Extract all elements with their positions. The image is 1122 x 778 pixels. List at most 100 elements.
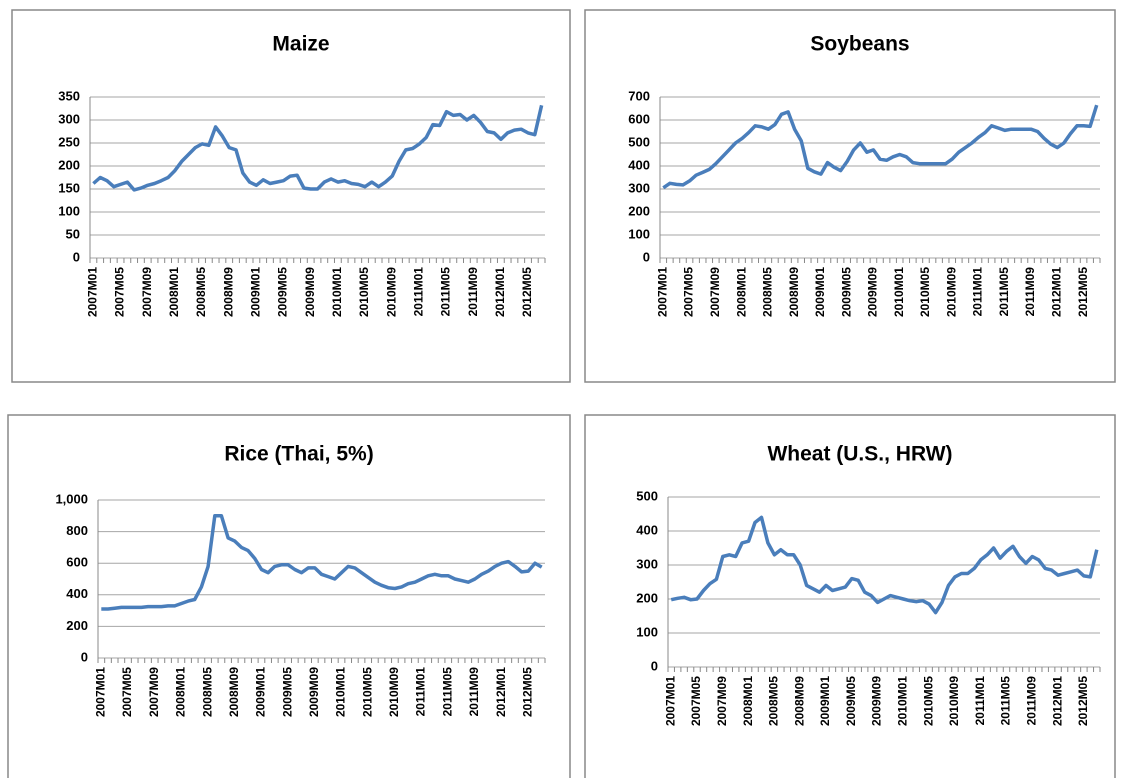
x-tick-label: 2012M01 (1049, 267, 1063, 317)
x-tick-label: 2008M01 (741, 676, 755, 726)
x-tick-label: 2008M05 (761, 267, 775, 317)
y-tick-label: 600 (628, 111, 650, 126)
x-tick-label: 2010M01 (896, 676, 910, 726)
panel-border (584, 414, 1116, 778)
y-tick-label: 100 (628, 226, 650, 241)
data-line (101, 514, 543, 611)
y-tick-label: 200 (66, 618, 88, 633)
x-tick-label: 2009M01 (254, 667, 268, 717)
x-tick-label: 2008M05 (194, 267, 208, 317)
x-tick-label: 2012M01 (494, 667, 508, 717)
y-tick-label: 0 (651, 658, 658, 673)
x-tick-label: 2012M05 (1076, 676, 1090, 726)
x-tick-label: 2008M01 (167, 267, 181, 317)
x-tick-label: 2011M09 (466, 267, 480, 317)
y-tick-label: 150 (58, 180, 80, 195)
y-tick-label: 0 (81, 649, 88, 664)
y-tick-label: 600 (66, 555, 88, 570)
x-tick-label: 2007M05 (113, 267, 127, 317)
x-tick-label: 2008M01 (174, 667, 188, 717)
x-tick-label: 2007M05 (120, 667, 134, 717)
x-tick-label: 2008M05 (767, 676, 781, 726)
x-tick-label: 2011M01 (412, 267, 426, 317)
y-tick-label: 400 (636, 522, 658, 537)
x-tick-label: 2009M01 (249, 267, 263, 317)
x-tick-label: 2008M09 (221, 267, 235, 317)
x-tick-label: 2007M09 (715, 676, 729, 726)
x-tick-label: 2012M01 (493, 267, 507, 317)
x-tick-label: 2011M05 (997, 267, 1011, 317)
x-tick-label: 2010M05 (360, 667, 374, 717)
chart-title: Wheat (U.S., HRW) (767, 443, 952, 466)
chart-title: Soybeans (810, 33, 909, 56)
x-tick-label: 2009M05 (280, 667, 294, 717)
y-tick-label: 400 (628, 157, 650, 172)
y-tick-label: 500 (628, 134, 650, 149)
y-tick-label: 200 (636, 590, 658, 605)
y-tick-label: 250 (58, 134, 80, 149)
y-tick-label: 500 (636, 488, 658, 503)
x-tick-label: 2008M05 (200, 667, 214, 717)
x-tick-label: 2010M05 (357, 267, 371, 317)
y-tick-label: 0 (73, 249, 80, 264)
x-tick-label: 2007M01 (663, 676, 677, 726)
x-tick-label: 2010M05 (918, 267, 932, 317)
x-tick-label: 2009M05 (839, 267, 853, 317)
x-tick-label: 2010M01 (892, 267, 906, 317)
y-tick-label: 200 (58, 157, 80, 172)
x-tick-label: 2009M09 (870, 676, 884, 726)
x-tick-label: 2008M01 (734, 267, 748, 317)
x-tick-label: 2011M09 (467, 667, 481, 717)
x-tick-label: 2012M05 (1076, 267, 1090, 317)
x-tick-label: 2007M09 (708, 267, 722, 317)
y-tick-label: 300 (636, 556, 658, 571)
data-line (670, 515, 1099, 615)
x-tick-label: 2007M05 (682, 267, 696, 317)
y-tick-label: 300 (58, 111, 80, 126)
y-tick-label: 700 (628, 88, 650, 103)
y-tick-label: 200 (628, 203, 650, 218)
x-tick-label: 2010M09 (947, 676, 961, 726)
chart-title: Rice (Thai, 5%) (224, 443, 373, 466)
chart-title: Maize (272, 33, 329, 56)
x-tick-label: 2010M09 (387, 667, 401, 717)
panel-border (584, 9, 1116, 383)
x-tick-label: 2010M09 (944, 267, 958, 317)
x-tick-label: 2012M05 (520, 667, 534, 717)
x-tick-label: 2010M01 (334, 667, 348, 717)
x-tick-label: 2008M09 (787, 267, 801, 317)
x-tick-label: 2009M01 (818, 676, 832, 726)
x-tick-label: 2007M01 (94, 667, 108, 717)
y-tick-label: 1,000 (55, 491, 88, 506)
x-tick-label: 2011M05 (999, 676, 1013, 726)
x-tick-label: 2009M09 (303, 267, 317, 317)
x-tick-label: 2011M05 (440, 667, 454, 717)
x-tick-label: 2009M05 (844, 676, 858, 726)
y-tick-label: 100 (58, 203, 80, 218)
x-tick-label: 2011M05 (439, 267, 453, 317)
x-tick-label: 2007M09 (140, 267, 154, 317)
x-tick-label: 2009M09 (307, 667, 321, 717)
x-tick-label: 2012M01 (1050, 676, 1064, 726)
x-tick-label: 2007M01 (86, 267, 100, 317)
x-tick-label: 2010M01 (330, 267, 344, 317)
y-tick-label: 350 (58, 88, 80, 103)
data-line (92, 104, 544, 192)
panel-border (7, 414, 571, 778)
y-tick-label: 50 (66, 226, 80, 241)
x-tick-label: 2011M01 (973, 676, 987, 726)
x-tick-label: 2007M09 (147, 667, 161, 717)
x-tick-label: 2009M05 (276, 267, 290, 317)
panel-border (11, 9, 571, 383)
y-tick-label: 100 (636, 624, 658, 639)
x-tick-label: 2007M01 (655, 267, 669, 317)
data-line (662, 104, 1099, 190)
x-tick-label: 2011M01 (414, 667, 428, 717)
x-tick-label: 2008M09 (792, 676, 806, 726)
y-tick-label: 400 (66, 586, 88, 601)
x-tick-label: 2011M09 (1024, 676, 1038, 726)
x-tick-label: 2008M09 (227, 667, 241, 717)
x-tick-label: 2010M05 (921, 676, 935, 726)
x-tick-label: 2009M01 (813, 267, 827, 317)
